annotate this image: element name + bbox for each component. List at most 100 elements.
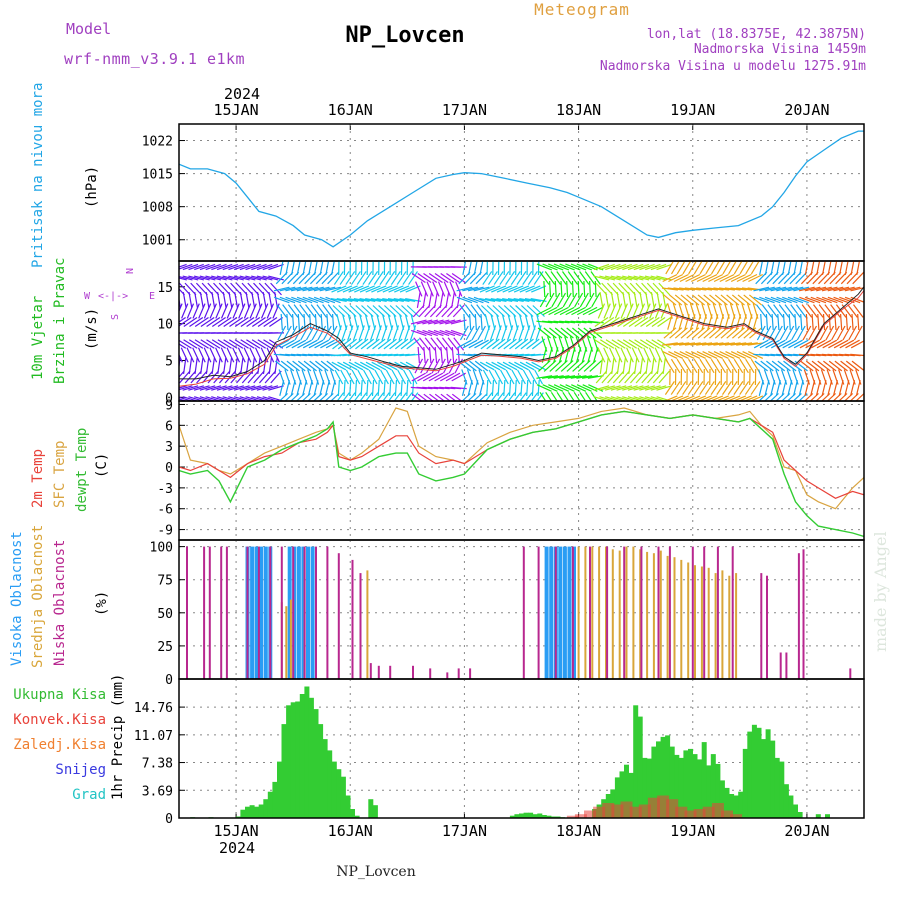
wind-barb: [513, 298, 530, 302]
wind-barb: [234, 339, 249, 349]
wind-barb: [513, 314, 519, 330]
wind-barb: [564, 375, 581, 379]
wind-barb: [243, 347, 252, 363]
wind-barb: [648, 347, 657, 363]
wind-barb: [179, 370, 191, 384]
precip-conv-bar: [574, 814, 587, 818]
precip-total-bar: [761, 739, 766, 818]
cloud-bar: [549, 546, 554, 679]
precip-conv-bar: [721, 810, 733, 818]
wind-barb: [419, 337, 430, 351]
wind-barb: [658, 370, 670, 384]
wind-barb: [282, 304, 293, 318]
wind-barb: [399, 392, 407, 401]
wind-barb: [233, 275, 250, 281]
precip-total-bar: [331, 761, 337, 818]
wind-barb: [713, 273, 729, 283]
wind-barb: [676, 261, 686, 275]
wind-barb: [680, 327, 694, 339]
wind-barb: [589, 360, 603, 372]
wind-barb: [828, 360, 843, 372]
wind-barb: [393, 392, 402, 401]
cloud-bar: [220, 546, 223, 679]
wind-barb: [392, 325, 400, 341]
wind-barb: [645, 291, 650, 309]
wind-barb: [685, 351, 701, 359]
wind-barb: [850, 340, 864, 349]
wind-barb: [793, 339, 809, 349]
wind-barb: [342, 285, 358, 293]
wind-barb: [675, 395, 689, 401]
cloud-bar: [623, 546, 626, 679]
wind-barb: [199, 291, 204, 309]
wind-barb: [645, 358, 649, 374]
wind-barb: [599, 385, 615, 391]
y-tick-label: 0: [165, 391, 173, 406]
wind-barb: [393, 314, 399, 330]
wind-barb: [674, 327, 688, 339]
wind-barb: [720, 294, 734, 306]
wind-barb: [479, 361, 495, 371]
wind-barb: [737, 395, 752, 401]
wind-barb: [356, 271, 367, 285]
wind-barb: [570, 375, 587, 379]
cloud-bar: [337, 553, 340, 679]
wind-barb: [673, 342, 690, 346]
wind-barb: [733, 358, 744, 374]
wind-barb: [567, 271, 579, 285]
wind-barb: [412, 393, 423, 401]
wind-barb: [237, 347, 246, 363]
wind-barb: [497, 361, 512, 371]
wind-barb: [347, 298, 364, 302]
wind-barb: [519, 298, 536, 302]
wind-barb: [747, 314, 753, 330]
wind-barb: [576, 375, 593, 379]
wind-barb: [382, 314, 387, 330]
wind-barb: [317, 325, 327, 341]
wind-barb: [839, 339, 855, 349]
wind-barb: [684, 314, 690, 330]
wind-barb: [297, 360, 312, 372]
precip-total-bar: [719, 780, 725, 818]
wind-barb: [701, 342, 718, 346]
y-tick-label: 75: [157, 574, 173, 589]
bottom-date-label: 17JAN: [442, 822, 487, 840]
wind-barb: [852, 271, 864, 285]
wind-barb: [819, 325, 829, 341]
wind-barb: [745, 358, 755, 374]
wind-barb: [414, 358, 424, 374]
wind-barb: [620, 347, 629, 363]
wind-barb: [793, 380, 798, 396]
wind-barb: [834, 360, 848, 372]
precip-conv-bar: [593, 806, 606, 818]
precip-conv-bar: [620, 801, 633, 818]
wind-barb: [594, 280, 597, 298]
cloud-bar: [639, 549, 642, 679]
wind-barb: [579, 292, 589, 308]
wind-barb: [764, 380, 770, 396]
wind-barb: [650, 385, 667, 391]
wind-barb: [531, 285, 547, 293]
wind-barb: [545, 391, 553, 401]
precip-total-bar: [738, 791, 744, 818]
wind-barb: [476, 304, 487, 318]
wind-barb: [446, 393, 457, 401]
wind-unit: (m/s): [84, 308, 100, 350]
wind-barb: [693, 381, 704, 395]
wind-barb: [810, 380, 816, 396]
wind-barb: [435, 304, 448, 318]
wind-barb: [634, 317, 649, 327]
wind-barb: [211, 291, 216, 309]
wind-barb: [391, 369, 401, 385]
wind-barb: [748, 273, 763, 283]
wind-barb: [722, 358, 732, 374]
wind-barb: [439, 319, 456, 325]
wind-barb: [669, 294, 683, 306]
wind-barb: [705, 358, 715, 374]
wind-barb: [607, 370, 619, 384]
wind-barb: [716, 381, 727, 395]
wind-barb: [716, 261, 726, 275]
wind-barb: [537, 379, 540, 397]
wind-barb: [373, 271, 384, 285]
wind-barb: [520, 379, 523, 397]
